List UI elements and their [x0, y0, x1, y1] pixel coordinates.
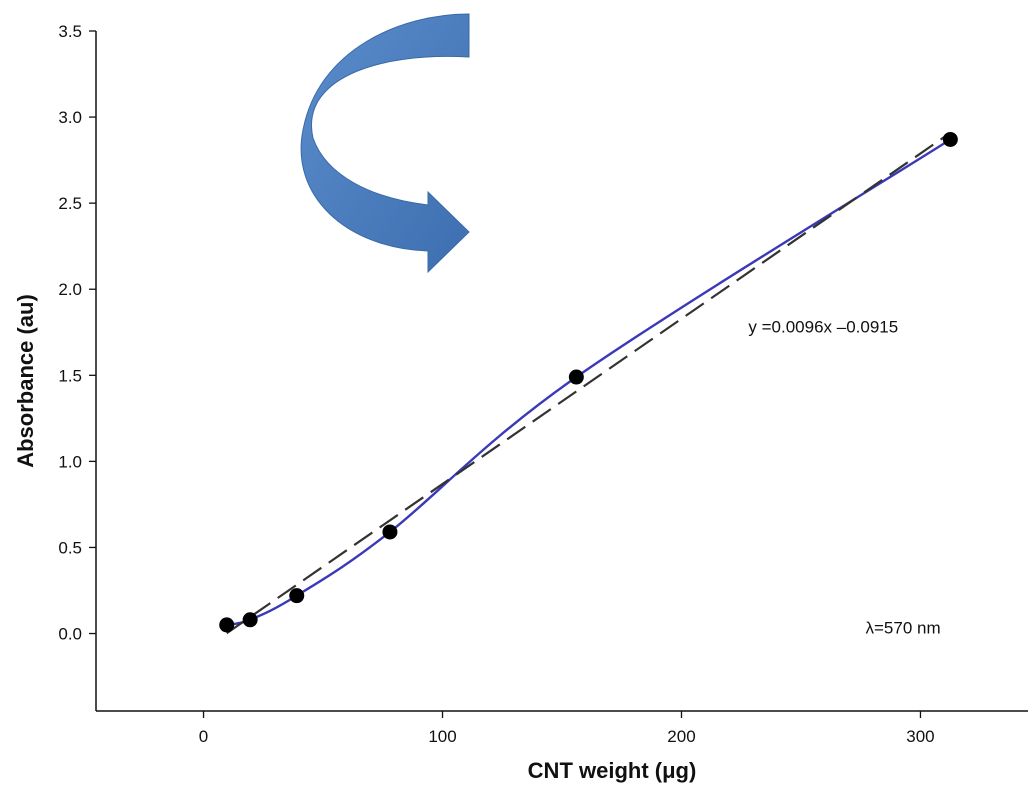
x-axis-title: CNT weight (μg): [528, 758, 697, 783]
y-tick-label: 3.5: [58, 22, 82, 41]
x-tick-label: 200: [667, 727, 695, 746]
wavelength-annotation: λ=570 nm: [865, 619, 940, 638]
curved-arrow-icon: [300, 13, 470, 274]
equation-annotation: y =0.0096x –0.0915: [748, 317, 898, 336]
y-tick-label: 0.5: [58, 538, 82, 557]
y-tick-label: 2.0: [58, 280, 82, 299]
x-tick-label: 100: [428, 727, 456, 746]
y-tick-label: 2.5: [58, 194, 82, 213]
data-point: [382, 524, 398, 540]
data-point: [568, 369, 584, 385]
data-point: [942, 131, 958, 147]
y-tick-label: 0.0: [58, 625, 82, 644]
data-point: [242, 612, 258, 628]
linear-fit-line: [226, 131, 951, 635]
x-tick-label: 0: [199, 727, 208, 746]
data-point: [219, 617, 235, 633]
data-point: [289, 588, 305, 604]
y-tick-label: 3.0: [58, 108, 82, 127]
x-tick-label: 300: [906, 727, 934, 746]
y-axis-title: Absorbance (au): [13, 294, 38, 468]
y-tick-label: 1.0: [58, 452, 82, 471]
y-tick-label: 1.5: [58, 366, 82, 385]
